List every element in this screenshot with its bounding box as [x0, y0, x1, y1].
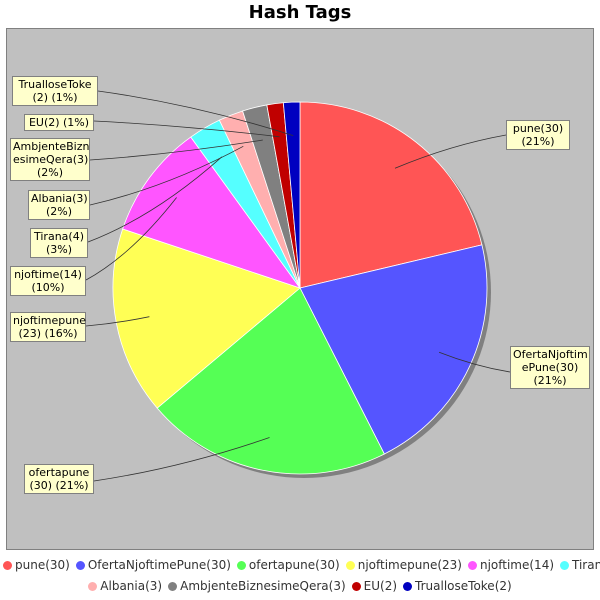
pie-slice-pune: [299, 101, 483, 289]
slice-label-albania: Albania(3) (2%): [28, 190, 90, 220]
legend-swatch: [168, 582, 178, 591]
leader-line-albania: [89, 145, 244, 206]
legend-swatch: [3, 561, 12, 570]
legend-label: EU(2): [363, 579, 398, 593]
legend-swatch: [236, 561, 246, 570]
slice-label-eu: EU(2) (1%): [24, 114, 94, 131]
legend-row: pune(30) OfertaNjoftimePune(30) ofertapune…: [0, 558, 600, 572]
legend-item-eu: EU(2): [351, 579, 398, 593]
pie-slice-njoftime: [122, 136, 302, 289]
legend-item-ofertanjoftimepune: OfertaNjoftimePune(30): [75, 558, 231, 572]
slice-label-njoftimepune: njoftimepune (23) (16%): [10, 312, 86, 342]
slice-label-njoftime: njoftime(14) (10%): [10, 266, 86, 296]
legend-label: Tirana(4): [572, 558, 600, 572]
slice-label-tirana: Tirana(4) (3%): [30, 228, 88, 258]
slice-label-truallosetoke: TrualloseToke (2) (1%): [12, 76, 98, 106]
leader-line-tirana: [87, 156, 223, 243]
chart-title: Hash Tags: [248, 2, 352, 23]
slice-label-ofertapune: ofertapune (30) (21%): [24, 464, 94, 494]
legend-swatch: [88, 582, 98, 591]
legend-label: OfertaNjoftimePune(30): [87, 558, 231, 572]
legend-item-albania: Albania(3): [88, 579, 162, 593]
legend-label: njoftime(14): [479, 558, 555, 572]
leader-line-truallosetoke: [97, 90, 294, 136]
legend-item-truallosetoke: TrualloseToke(2): [403, 579, 512, 593]
legend-row: Albania(3) AmbjenteBiznesimeQera(3) EU(2) T…: [0, 579, 600, 593]
legend-swatch: [403, 582, 413, 591]
pie-slice-njoftimepune: [112, 228, 301, 409]
leader-line-njoftimepune: [85, 316, 150, 327]
leader-line-eu: [93, 120, 280, 138]
legend-swatch: [75, 561, 85, 570]
legend-label: pune(30): [15, 558, 70, 572]
legend-label: AmbjenteBiznesimeQera(3): [180, 579, 346, 593]
legend-swatch: [345, 561, 355, 570]
legend-item-tirana: Tirana(4): [560, 558, 600, 572]
leader-line-ofertanjoftimepune: [438, 351, 511, 373]
legend-item-ofertapune: ofertapune(30): [236, 558, 340, 572]
leader-line-ambjentebiznesimeqera: [89, 139, 263, 161]
slice-label-ambjentebiznesimeqera: AmbjenteBizn esimeQera(3) (2%): [10, 138, 90, 181]
legend-label: TrualloseToke(2): [415, 579, 512, 593]
legend-label: Albania(3): [100, 579, 163, 593]
leader-line-pune: [394, 134, 507, 169]
leader-line-njoftime: [85, 197, 177, 281]
legend-item-pune: pune(30): [3, 558, 70, 572]
legend-swatch: [560, 561, 570, 570]
legend-item-ambjentebiznesimeqera: AmbjenteBiznesimeQera(3): [168, 579, 346, 593]
slice-label-pune: pune(30) (21%): [506, 120, 570, 150]
legend-label: ofertapune(30): [248, 558, 340, 572]
slice-label-ofertanjoftimepune: OfertaNjoftim ePune(30) (21%): [510, 346, 590, 389]
pie-slice-ofertapune: [156, 287, 385, 475]
legend-swatch: [351, 582, 361, 591]
legend-swatch: [467, 561, 477, 570]
leader-line-ofertapune: [93, 437, 270, 482]
pie-slice-ofertanjoftimepune: [299, 244, 488, 455]
pie-slice-truallosetoke: [282, 101, 301, 289]
legend-label: njoftimepune(23): [357, 558, 462, 572]
legend-item-njoftimepune: njoftimepune(23): [345, 558, 462, 572]
legend-item-njoftime: njoftime(14): [467, 558, 555, 572]
